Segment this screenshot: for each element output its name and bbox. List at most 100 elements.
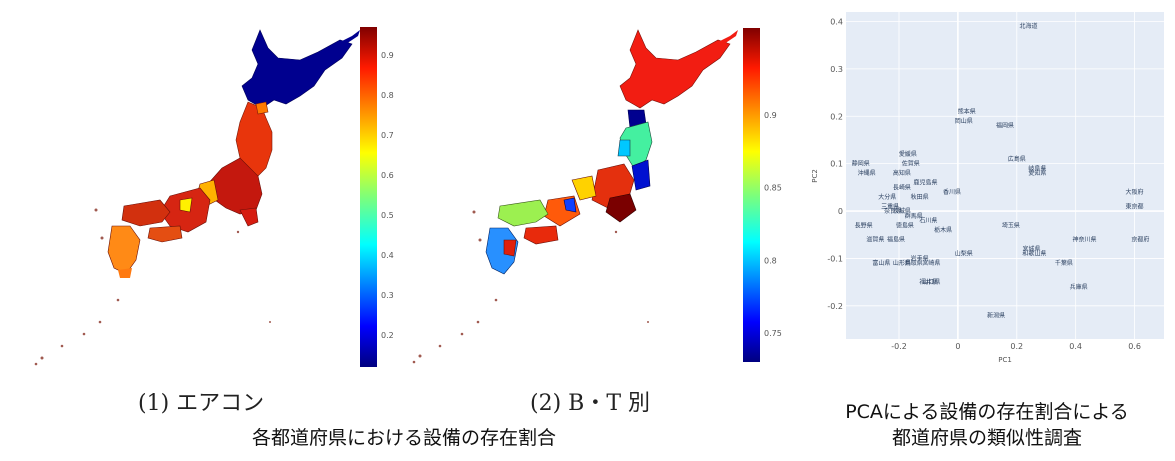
kurile-islands-2 [714, 30, 738, 44]
pca-caption-line1: PCAによる設備の存在割合による [845, 401, 1129, 423]
left-figure-caption: 各都道府県における設備の存在割合 [252, 427, 556, 449]
colorbar-tick-label: 0.3 [381, 291, 394, 300]
scatter-point-label: 富山県 [872, 259, 890, 267]
x-axis-title: PC1 [998, 356, 1012, 364]
scatter-point-label: 岡山県 [955, 117, 973, 125]
y-tick-label: -0.2 [827, 302, 843, 311]
southern-islands-2 [412, 210, 649, 364]
colorbar-aircon: 0.9 0.8 0.7 0.6 0.5 0.4 0.3 0.2 [360, 27, 394, 367]
kanto-blue-2 [631, 159, 651, 191]
y-tick-label: 0.2 [830, 112, 843, 121]
scatter-point-label: 千葉県 [1055, 259, 1073, 267]
scatter-point-label: 香川県 [943, 188, 961, 196]
scatter-point-label: 和歌山県 [1022, 250, 1046, 258]
scatter-point-label: 広島県 [1008, 155, 1026, 163]
scatter-point-label: 岩手県 [911, 254, 929, 262]
scatter-point-label: 滋賀県 [866, 235, 884, 243]
map-aircon [34, 29, 360, 366]
scatter-point-label: 大阪府 [1126, 188, 1144, 196]
kanto-south [239, 207, 259, 227]
scatter-point-label: 長崎県 [893, 183, 911, 191]
southern-islands [34, 208, 271, 366]
colorbar-tick-label: 0.9 [764, 111, 777, 120]
scatter-point-label: 静岡県 [852, 160, 870, 168]
scatter-point-label: 福島県 [887, 235, 905, 243]
scatter-point-label: 高知県 [893, 169, 911, 177]
x-tick-label: 0.4 [1069, 342, 1082, 351]
kinki-yellow [179, 197, 193, 213]
scatter-point-label: 沖縄県 [858, 169, 876, 177]
map2-caption: (2) B・T 別 [530, 391, 650, 416]
scatter-point-label: 大分県 [878, 193, 896, 201]
y-tick-label: 0.3 [830, 65, 843, 74]
scatter-point-label: 奈良県 [884, 207, 902, 215]
kyushu-2 [485, 227, 519, 275]
chubu-yellow-2 [571, 175, 597, 201]
pca-scatter-chart: -0.2 0 0.2 0.4 0.6 0.4 0.3 0.2 0.1 0 -0.1 -0.2 北海道熊… [811, 12, 1164, 364]
scatter-point-label: 京都府 [1131, 235, 1149, 243]
scatter-point-label: 東京都 [1126, 202, 1144, 210]
map1-caption: (1) エアコン [138, 391, 264, 416]
colorbar-tick-label: 0.8 [764, 256, 777, 265]
y-tick-label: -0.1 [827, 254, 843, 263]
scatter-point-label: 愛知県 [1028, 169, 1046, 177]
scatter-point-label: 愛媛県 [899, 150, 917, 158]
kinki-blue-2 [563, 197, 577, 213]
y-tick-label: 0 [838, 207, 843, 216]
scatter-point-label: 佐賀県 [902, 160, 920, 168]
x-tick-label: 0 [955, 342, 960, 351]
kurile-islands [336, 30, 360, 44]
y-axis-title: PC2 [811, 169, 819, 183]
colorbar-tick-label: 0.4 [381, 251, 394, 260]
scatter-point-label: 徳島県 [896, 221, 914, 229]
kyushu-region [107, 225, 141, 275]
colorbar-tick-label: 0.5 [381, 211, 394, 220]
kanto-mix-2 [605, 193, 637, 223]
y-tick-label: 0.4 [830, 17, 843, 26]
x-tick-label: -0.2 [891, 342, 907, 351]
scatter-point-label: 栃木県 [934, 226, 952, 234]
scatter-point-label: 鹿児島県 [913, 179, 937, 187]
tohoku-cyan-2 [617, 139, 631, 157]
tohoku-region [235, 101, 273, 177]
scatter-point-label: 新潟県 [987, 311, 1005, 319]
y-tick-label: 0.1 [830, 160, 843, 169]
colorbar-tick-label: 0.2 [381, 331, 394, 340]
scatter-point-label: 埼玉県 [1002, 221, 1020, 229]
colorbar-tick-label: 0.9 [381, 51, 394, 60]
scatter-point-label: 神奈川県 [1072, 235, 1096, 243]
colorbar-tick-label: 0.75 [764, 329, 782, 338]
hokkaido-region [241, 29, 353, 109]
hokkaido-region-2 [619, 29, 731, 109]
colorbar-bt: 0.9 0.85 0.8 0.75 [743, 28, 782, 362]
colorbar-tick-label: 0.6 [381, 171, 394, 180]
scatter-point-label: 山口県 [922, 278, 940, 286]
scatter-point-label: 山形県 [893, 259, 911, 267]
x-tick-label: 0.6 [1128, 342, 1141, 351]
colorbar-tick-label: 0.85 [764, 184, 782, 193]
scatter-point-label: 群馬県 [905, 212, 923, 220]
chugoku-2 [497, 199, 549, 227]
shikoku-region [147, 225, 183, 243]
scatter-point-label: 熊本県 [958, 108, 976, 116]
scatter-point-label: 岐阜県 [1028, 164, 1046, 172]
chugoku-region [121, 199, 171, 227]
scatter-point-label: 秋田県 [911, 193, 929, 201]
scatter-point-label: 三重県 [881, 202, 899, 210]
scatter-point-label: 長野県 [855, 221, 873, 229]
kyushu-red-2 [503, 239, 517, 257]
scatter-point-label: 茨城県 [893, 207, 911, 215]
scatter-point-label: 宮城県 [1022, 245, 1040, 253]
scatter-point-label: 兵庫県 [1070, 283, 1088, 291]
scatter-point-label: 福井県 [919, 278, 937, 286]
map-bt [412, 29, 738, 364]
shikoku-2 [523, 225, 559, 245]
kyushu-south [118, 268, 132, 278]
scatter-point-label: 北海道 [1020, 22, 1038, 30]
scatter-point-label: 福岡県 [996, 122, 1014, 130]
x-tick-label: 0.2 [1010, 342, 1023, 351]
scatter-point-label: 石川県 [919, 218, 937, 225]
colorbar-tick-label: 0.8 [381, 91, 394, 100]
scatter-point-label: 鳥取県 [905, 259, 923, 267]
